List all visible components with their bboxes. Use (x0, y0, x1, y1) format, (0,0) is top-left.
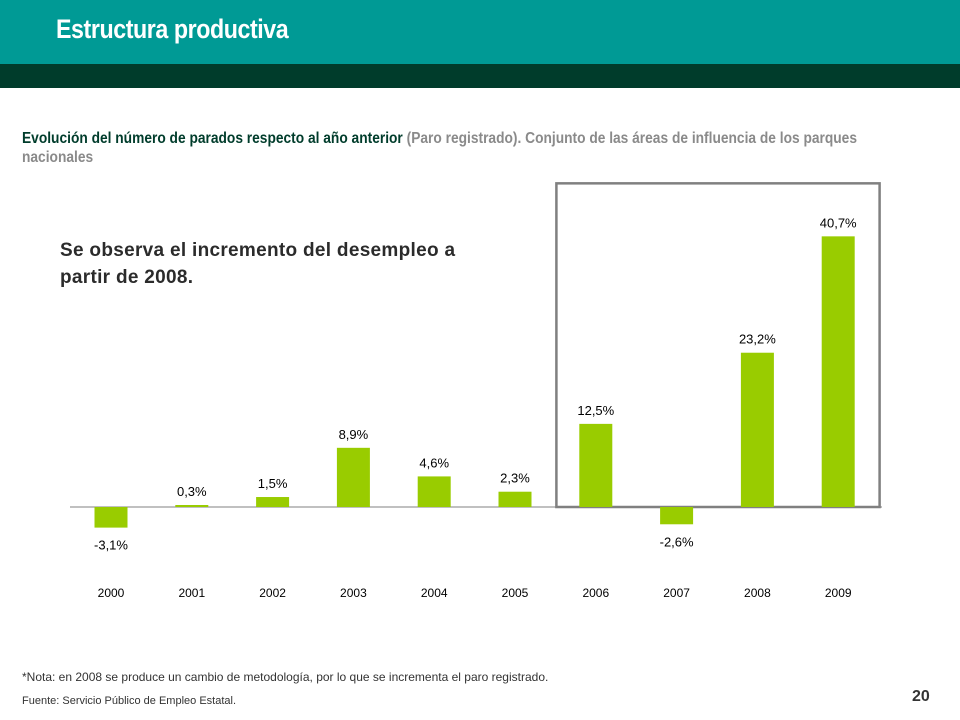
page-number: 20 (912, 688, 930, 705)
data-label-2001: 0,3% (177, 484, 207, 499)
x-tick-label-2006: 2006 (582, 586, 609, 600)
chart-comment: Se observa el incremento del desempleo a… (60, 240, 456, 288)
header-dark-band (0, 64, 960, 88)
bar-2007 (660, 507, 694, 525)
x-tick-label-2004: 2004 (421, 586, 448, 600)
data-label-2005: 2,3% (500, 471, 530, 486)
chart-subtitle: Evolución del número de parados respecto… (22, 129, 925, 167)
x-tick-label-2007: 2007 (663, 586, 690, 600)
page-title: Estructura productiva (56, 14, 289, 44)
data-label-2003: 8,9% (339, 427, 369, 442)
bar-2000 (94, 507, 128, 528)
x-tick-label-2009: 2009 (825, 586, 852, 600)
source-note: Fuente: Servicio Público de Empleo Estat… (22, 695, 237, 707)
methodology-note: *Nota: en 2008 se produce un cambio de m… (22, 670, 549, 684)
x-tick-label-2001: 2001 (178, 586, 205, 600)
data-label-2004: 4,6% (419, 455, 449, 470)
data-label-2007: -2,6% (660, 534, 694, 549)
x-tick-label-2005: 2005 (502, 586, 529, 600)
bar-2005 (498, 491, 532, 507)
x-tick-label-2000: 2000 (98, 586, 125, 600)
bar-2002 (256, 497, 290, 507)
bar-2001 (175, 505, 209, 507)
x-tick-label-2003: 2003 (340, 586, 367, 600)
x-tick-label-2002: 2002 (259, 586, 286, 600)
x-tick-label-2008: 2008 (744, 586, 771, 600)
bar-2004 (417, 476, 451, 507)
header-band (0, 0, 960, 64)
bar-2003 (336, 447, 370, 507)
data-label-2000: -3,1% (94, 538, 128, 553)
subtitle-bold-part: Evolución del número de parados respecto… (22, 130, 403, 147)
data-label-2002: 1,5% (258, 476, 288, 491)
data-label-2006: 12,5% (577, 403, 614, 418)
data-label-2008: 23,2% (739, 332, 776, 347)
bar-2009 (821, 236, 855, 507)
data-label-2009: 40,7% (820, 215, 857, 230)
bar-2008 (740, 352, 774, 507)
bar-2006 (579, 423, 613, 507)
subtitle-grey-part: (Paro registrado). Conjunto de las áreas… (22, 130, 857, 166)
